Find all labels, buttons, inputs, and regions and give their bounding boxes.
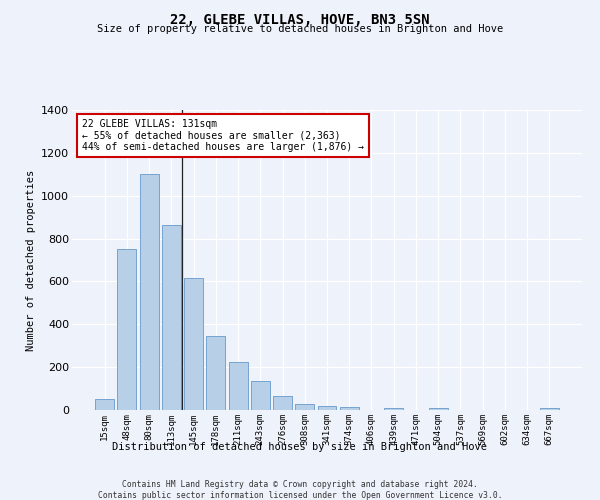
Y-axis label: Number of detached properties: Number of detached properties (26, 170, 35, 350)
Bar (273, 396, 292, 410)
Bar (184, 278, 203, 410)
Text: 22, GLEBE VILLAS, HOVE, BN3 5SN: 22, GLEBE VILLAS, HOVE, BN3 5SN (170, 12, 430, 26)
Bar (162, 224, 181, 410)
Bar (251, 381, 270, 410)
Bar (206, 336, 225, 410)
Text: Contains public sector information licensed under the Open Government Licence v3: Contains public sector information licen… (98, 491, 502, 500)
Bar (140, 174, 158, 410)
Bar (118, 250, 136, 410)
Bar (317, 406, 337, 410)
Text: 22 GLEBE VILLAS: 131sqm
← 55% of detached houses are smaller (2,363)
44% of semi: 22 GLEBE VILLAS: 131sqm ← 55% of detache… (82, 119, 364, 152)
Text: Contains HM Land Registry data © Crown copyright and database right 2024.: Contains HM Land Registry data © Crown c… (122, 480, 478, 489)
Bar (95, 400, 114, 410)
Bar (295, 404, 314, 410)
Text: Size of property relative to detached houses in Brighton and Hove: Size of property relative to detached ho… (97, 24, 503, 34)
Text: Distribution of detached houses by size in Brighton and Hove: Distribution of detached houses by size … (113, 442, 487, 452)
Bar (384, 408, 403, 410)
Bar (540, 408, 559, 410)
Bar (429, 408, 448, 410)
Bar (340, 407, 359, 410)
Bar (229, 362, 248, 410)
